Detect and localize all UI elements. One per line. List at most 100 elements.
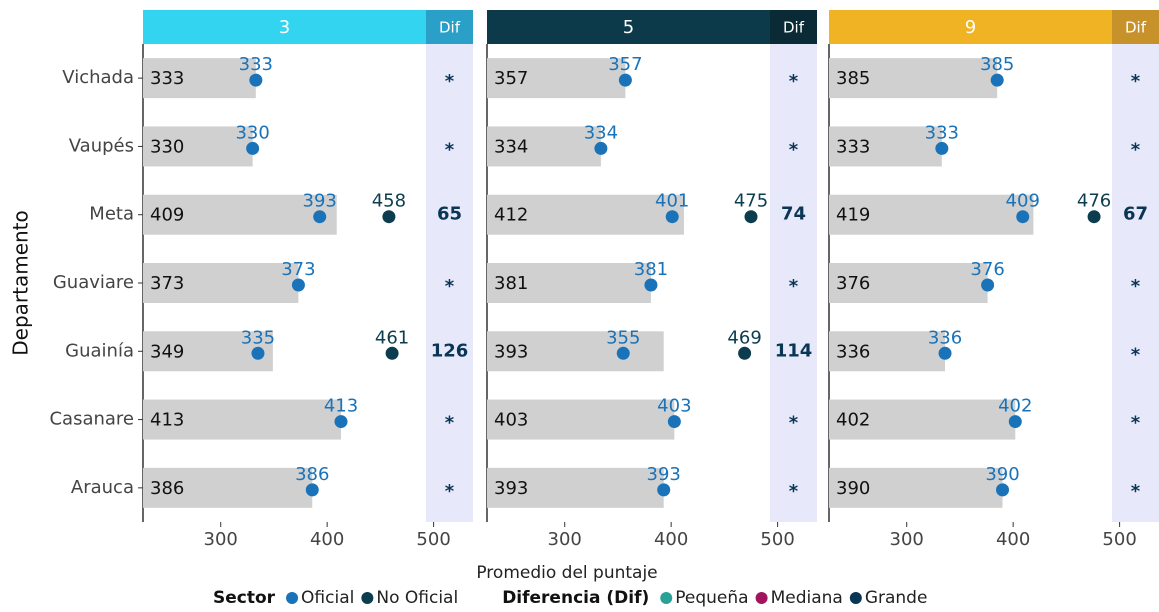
bar-label: 413 [150, 410, 184, 431]
legend-title: Diferencia (Dif) [502, 588, 649, 608]
dif-label: * [789, 71, 799, 92]
bar [829, 399, 1016, 440]
bar [487, 331, 664, 372]
bar [829, 194, 1034, 235]
dot-label: 381 [634, 259, 668, 280]
dot [938, 346, 952, 360]
dot-label: 469 [727, 327, 761, 348]
dot-label: 336 [928, 327, 962, 348]
panel-header [143, 10, 426, 44]
legend-swatch [660, 592, 673, 604]
dif-label: 126 [431, 340, 469, 361]
dif-title: Dif [439, 19, 461, 37]
bar [487, 263, 651, 303]
x-tick-label: 400 [654, 529, 688, 550]
dif-title: Dif [783, 19, 805, 37]
bar-label: 373 [150, 273, 184, 294]
bar [487, 126, 601, 167]
dot [1016, 210, 1030, 224]
dot [744, 210, 758, 224]
dot [981, 278, 995, 292]
legend-label: Grande [865, 588, 928, 608]
dif-label: * [445, 71, 455, 92]
bar-label: 403 [494, 410, 528, 431]
panel-header [487, 10, 770, 44]
dot-label: 355 [606, 327, 640, 348]
dot [385, 346, 399, 360]
dot [594, 141, 608, 155]
bar-label: 349 [150, 341, 184, 362]
y-tick-label: Arauca [71, 477, 134, 498]
dif-label: * [789, 139, 799, 160]
dif-strip [1112, 44, 1159, 522]
legend-swatch [361, 592, 374, 604]
bar [143, 263, 299, 303]
dot-label: 402 [998, 396, 1032, 417]
dot-label: 357 [608, 54, 642, 75]
dot-label: 393 [647, 464, 681, 485]
dif-label: * [445, 276, 455, 297]
dif-title: Dif [1125, 19, 1147, 37]
y-tick-label: Casanare [49, 409, 134, 430]
dot-label: 386 [295, 464, 329, 485]
dot-label: 461 [375, 327, 409, 348]
dot-label: 373 [281, 259, 315, 280]
dif-label: 67 [1123, 204, 1148, 225]
legend-label: Oficial [301, 588, 354, 608]
x-tick-label: 500 [1102, 529, 1136, 550]
bar-label: 390 [836, 478, 870, 499]
dot-label: 333 [925, 122, 959, 143]
bar [829, 58, 998, 99]
legend-label: Mediana [771, 588, 843, 608]
x-tick-label: 500 [760, 529, 794, 550]
dif-label: * [445, 139, 455, 160]
dif-label: 65 [437, 204, 462, 225]
dot [334, 415, 348, 429]
dot-label: 330 [235, 122, 269, 143]
dif-header [1112, 10, 1159, 44]
legend-label: Pequeña [675, 588, 748, 608]
bar-label: 402 [836, 410, 870, 431]
dot-label: 476 [1077, 191, 1111, 212]
y-tick-label: Guainía [65, 340, 134, 361]
x-tick-label: 300 [890, 529, 924, 550]
legend-title: Sector [213, 588, 276, 608]
dif-label: * [789, 481, 799, 502]
dot [990, 73, 1004, 87]
dot-label: 475 [734, 191, 768, 212]
dot [618, 73, 632, 87]
dot-label: 385 [980, 54, 1014, 75]
dif-strip [770, 44, 817, 522]
legend-swatch [286, 592, 299, 604]
dif-label: * [445, 481, 455, 502]
dot [665, 210, 679, 224]
bar-label: 393 [494, 341, 528, 362]
x-tick-label: 400 [310, 529, 344, 550]
legend-swatch [755, 592, 768, 604]
bar-label: 333 [150, 68, 184, 89]
bar [487, 399, 675, 440]
dif-label: 114 [775, 340, 813, 361]
bar [487, 58, 626, 99]
bar [143, 58, 256, 99]
bar [829, 467, 1003, 508]
dif-label: * [1131, 139, 1141, 160]
dot [616, 346, 630, 360]
y-axis-title: Departamento [9, 210, 33, 356]
dif-label: * [789, 276, 799, 297]
y-tick-label: Guaviare [53, 272, 134, 293]
dot-label: 413 [324, 396, 358, 417]
bar-label: 334 [494, 136, 528, 157]
dot [644, 278, 658, 292]
bar-label: 385 [836, 68, 870, 89]
dif-label: 74 [781, 204, 806, 225]
dif-strip [426, 44, 473, 522]
bar [143, 399, 341, 440]
bar [143, 331, 273, 372]
bar [487, 194, 684, 235]
bar [487, 467, 664, 508]
dif-label: * [1131, 71, 1141, 92]
dot [291, 278, 305, 292]
x-tick-label: 500 [416, 529, 450, 550]
